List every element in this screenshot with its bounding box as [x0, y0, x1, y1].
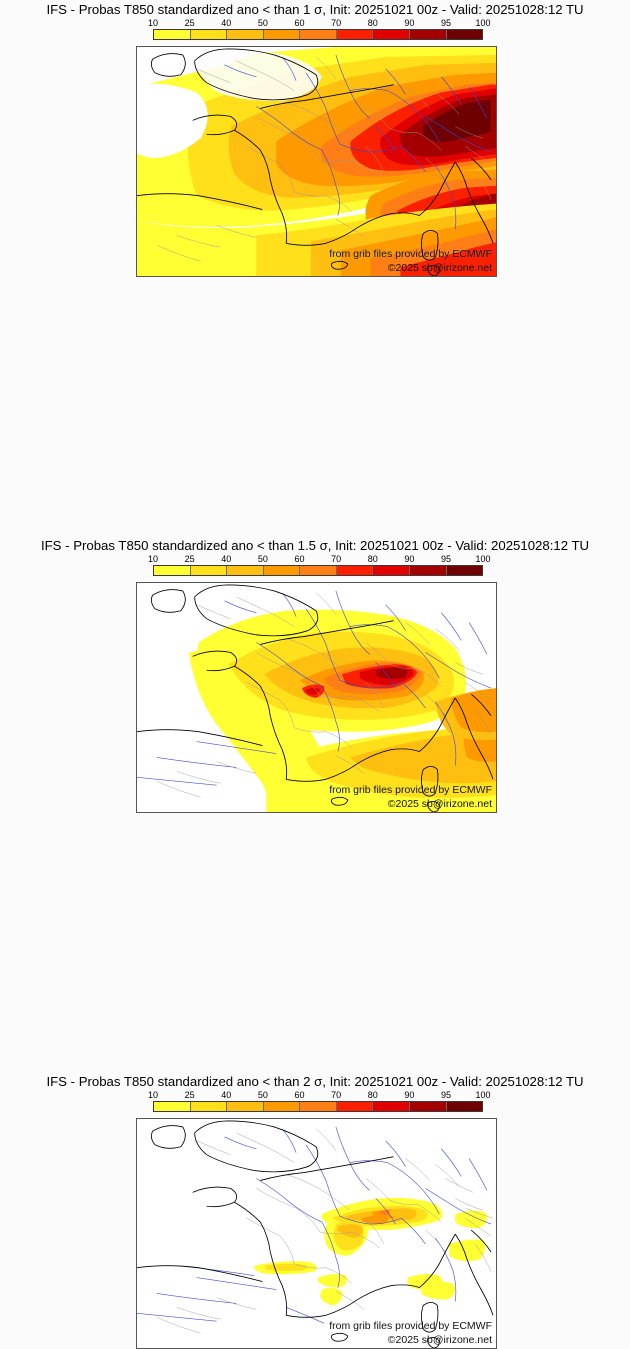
colorbar-gradient: [153, 1101, 483, 1112]
map-canvas-2-sigma[interactable]: from grib files provided by ECMWF ©2025 …: [136, 1118, 497, 1349]
colorbar-tick: 10: [147, 18, 159, 28]
copyright-notice: ©2025 sb@irizone.net: [387, 798, 492, 810]
forecast-panel-1p5-sigma: IFS - Probas T850 standardized ano < tha…: [0, 536, 630, 813]
colorbar-tick: 25: [184, 18, 195, 28]
colorbar-tick: 10: [147, 1090, 159, 1100]
colorbar-tick: 90: [404, 554, 415, 564]
colorbar-ticks: 10 25 40 50 60 70 80 90 95 100: [148, 554, 491, 565]
colorbar-gradient: [153, 29, 483, 40]
copyright-notice: ©2025 sb@irizone.net: [387, 1334, 492, 1346]
colorbar-ticks: 10 25 40 50 60 70 80 90 95 100: [148, 1090, 491, 1101]
data-source-attribution: from grib files provided by ECMWF: [329, 784, 492, 796]
colorbar-tick: 100: [475, 1090, 491, 1100]
colorbar-tick: 100: [475, 18, 491, 28]
colorbar-tick: 50: [257, 554, 268, 564]
colorbar-tick: 50: [257, 1090, 268, 1100]
colorbar-tick: 80: [367, 1090, 378, 1100]
colorbar-tick: 40: [221, 1090, 232, 1100]
colorbar-tick: 90: [404, 1090, 415, 1100]
colorbar-tick: 90: [404, 18, 415, 28]
colorbar-tick: 25: [184, 1090, 195, 1100]
map-canvas-1-sigma[interactable]: from grib files provided by ECMWF ©2025 …: [136, 46, 497, 277]
colorbar-tick: 95: [441, 1090, 452, 1100]
colorbar-tick: 60: [294, 1090, 305, 1100]
data-source-attribution: from grib files provided by ECMWF: [329, 248, 492, 260]
colorbar-tick: 50: [257, 18, 268, 28]
colorbar-gradient: [153, 565, 483, 576]
colorbar-tick: 70: [331, 1090, 342, 1100]
colorbar-tick: 95: [441, 554, 452, 564]
colorbar-tick: 95: [441, 18, 452, 28]
panel-title: IFS - Probas T850 standardized ano < tha…: [46, 1074, 584, 1089]
colorbar-tick: 25: [184, 554, 195, 564]
panel-title: IFS - Probas T850 standardized ano < tha…: [46, 2, 584, 17]
colorbar-tick: 70: [331, 18, 342, 28]
map-canvas-1p5-sigma[interactable]: from grib files provided by ECMWF ©2025 …: [136, 582, 497, 813]
colorbar-tick: 10: [147, 554, 159, 564]
forecast-panel-1-sigma: IFS - Probas T850 standardized ano < tha…: [0, 0, 630, 277]
colorbar-tick: 100: [475, 554, 491, 564]
colorbar-2: 10 25 40 50 60 70 80 90 95 100: [148, 554, 491, 576]
colorbar-tick: 40: [221, 554, 232, 564]
colorbar-tick: 40: [221, 18, 232, 28]
colorbar-tick: 60: [294, 18, 305, 28]
colorbar-tick: 60: [294, 554, 305, 564]
colorbar-ticks: 10 25 40 50 60 70 80 90 95 100: [148, 18, 491, 29]
colorbar-tick: 80: [367, 18, 378, 28]
colorbar-tick: 70: [331, 554, 342, 564]
colorbar-3: 10 25 40 50 60 70 80 90 95 100: [148, 1090, 491, 1112]
data-source-attribution: from grib files provided by ECMWF: [329, 1320, 492, 1332]
panel-title: IFS - Probas T850 standardized ano < tha…: [40, 538, 590, 553]
forecast-panel-2-sigma: IFS - Probas T850 standardized ano < tha…: [0, 1072, 630, 1349]
copyright-notice: ©2025 sb@irizone.net: [387, 262, 492, 274]
colorbar-1: 10 25 40 50 60 70 80 90 95 100: [148, 18, 491, 40]
colorbar-tick: 80: [367, 554, 378, 564]
